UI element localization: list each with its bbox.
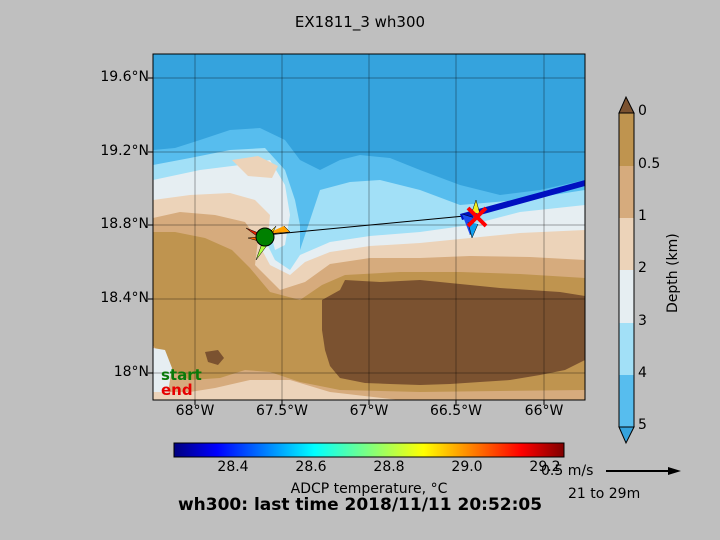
lat-label: 19.2°N <box>100 143 149 159</box>
footer-last-time: wh300: last time 2018/11/11 20:52:05 <box>177 495 543 515</box>
depth-tick: 0.5 <box>638 156 661 172</box>
lon-label: 67.5°W <box>255 403 308 419</box>
temp-tick: 28.8 <box>373 459 405 475</box>
bathymetry-map <box>153 54 585 400</box>
start-marker <box>255 227 275 247</box>
depth-tick: 3 <box>638 313 647 329</box>
lon-label: 66°W <box>524 403 564 419</box>
lon-label: 68°W <box>175 403 215 419</box>
scale-arrow <box>606 467 681 475</box>
depth-colorbar <box>618 95 635 445</box>
temp-colorbar-label: ADCP temperature, °C <box>290 481 448 497</box>
temp-tick: 28.4 <box>217 459 249 475</box>
figure-title: EX1811_3 wh300 <box>294 13 426 31</box>
depth-tick: 4 <box>638 365 647 381</box>
bank-brown-small <box>205 350 224 365</box>
lat-label: 18°N <box>113 364 149 380</box>
vector-scale-label: 0.5 m/s <box>541 463 594 479</box>
map-gridlines <box>153 54 585 400</box>
lat-label: 19.6°N <box>100 69 149 85</box>
depth-range-label: 21 to 29m <box>568 486 641 502</box>
sand-patch <box>232 156 278 178</box>
end-legend-label: end <box>161 381 193 399</box>
ship-track-east <box>460 180 585 220</box>
depth-tick: 5 <box>638 417 647 433</box>
depth-colorbar-title: Depth (km) <box>665 233 681 313</box>
temperature-colorbar <box>173 442 565 458</box>
map-tick-marks <box>148 77 545 405</box>
lon-label: 66.5°W <box>429 403 482 419</box>
ship-track-line <box>264 214 476 236</box>
start-legend-label: start <box>161 366 202 384</box>
depth-tick: 2 <box>638 260 647 276</box>
depth-tick: 0 <box>638 103 647 119</box>
lat-label: 18.8°N <box>100 216 149 232</box>
bank-brown-region <box>322 280 585 385</box>
lon-label: 67°W <box>349 403 389 419</box>
coast-white-patch <box>153 348 172 392</box>
temp-tick: 29.0 <box>451 459 483 475</box>
temp-tick: 28.6 <box>295 459 327 475</box>
depth-tick: 1 <box>638 208 647 224</box>
lat-label: 18.4°N <box>100 290 149 306</box>
end-marker <box>466 206 488 228</box>
temp-tick: 29.2 <box>529 459 561 475</box>
